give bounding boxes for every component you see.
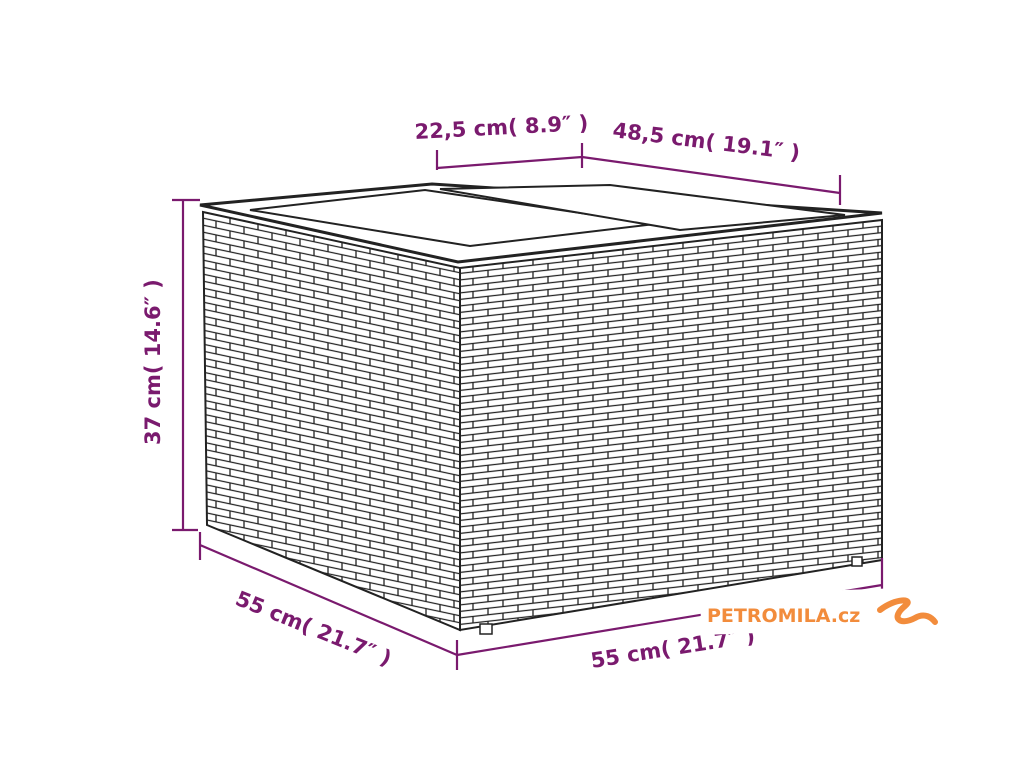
height-label: 37 cm( 14.6″ ) [141,279,165,445]
wicker-box [199,182,883,635]
height-line [172,198,200,532]
lid-depth-line [435,143,584,170]
box-foot [851,556,863,567]
box-left-face [201,210,461,632]
depth-label: 55 cm( 21.7″ ) [232,586,395,670]
box-right-face [459,218,883,632]
lid-width-line [581,155,842,205]
watermark-text: PETROMILA.cz [707,605,860,627]
lid-panel-right [439,183,846,232]
lid-width-label: 48,5 cm( 19.1″ ) [611,118,801,165]
watermark: PETROMILA.cz [700,586,952,635]
lid-depth-label: 22,5 cm( 8.9″ ) [414,111,589,144]
watermark-swoosh-icon [877,597,938,625]
box-foot [479,623,493,635]
